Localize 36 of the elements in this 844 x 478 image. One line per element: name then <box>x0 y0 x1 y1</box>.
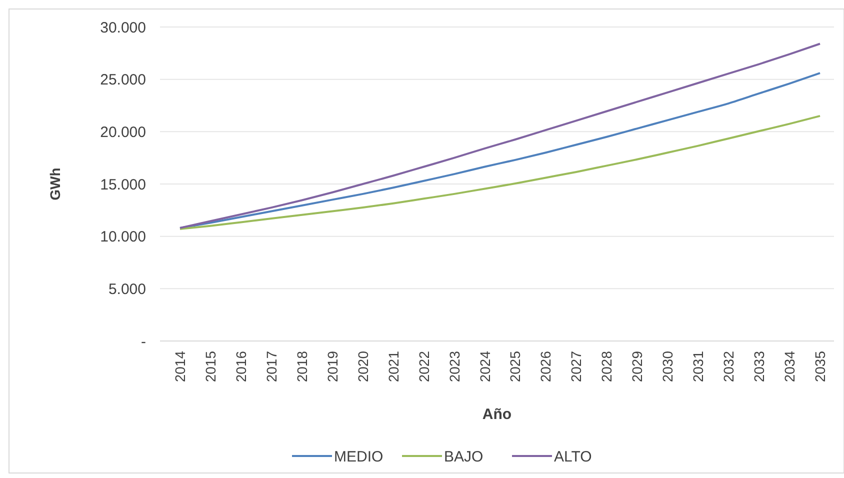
x-axis-title: Año <box>482 406 512 423</box>
x-tick-label: 2032 <box>720 350 737 382</box>
x-tick-label: 2023 <box>446 350 462 382</box>
x-tick-label: 2028 <box>598 350 615 382</box>
x-tick-label: 2030 <box>660 350 676 382</box>
x-tick-label: 2019 <box>324 350 340 382</box>
x-tick-label: 2027 <box>568 350 584 382</box>
x-tick-label: 2022 <box>416 350 432 382</box>
y-axis-title: GWh <box>47 168 63 200</box>
x-tick-label: 2021 <box>385 350 402 382</box>
y-tick-label: 10.000 <box>100 228 146 246</box>
x-tick-label: 2034 <box>782 350 798 382</box>
x-tick-label: 2017 <box>263 350 280 382</box>
x-tick-label: 2024 <box>476 350 493 382</box>
y-tick-label: 30.000 <box>100 19 146 36</box>
line-series <box>179 42 821 229</box>
x-tick-label: 2035 <box>812 350 828 382</box>
y-tick-label: 15.000 <box>100 176 146 194</box>
x-tick-label: 2026 <box>538 350 554 382</box>
x-tick-label: 2014 <box>172 350 188 382</box>
x-tick-label: 2033 <box>751 350 768 382</box>
line-series <box>179 114 821 230</box>
legend-label: ALTO <box>554 448 592 466</box>
legend-label: MEDIO <box>334 448 384 466</box>
y-tick-label: 5.000 <box>108 280 146 298</box>
x-tick-label: 2018 <box>294 350 310 382</box>
y-tick-label: - <box>141 333 146 350</box>
x-tick-label: 2025 <box>507 350 524 382</box>
x-tick-label: 2029 <box>629 350 646 382</box>
x-tick-label: 2031 <box>690 350 706 382</box>
x-tick-label: 2020 <box>354 350 371 382</box>
x-tick-label: 2015 <box>202 350 218 382</box>
y-tick-label: 25.000 <box>100 72 146 89</box>
y-tick-label: 20.000 <box>100 124 146 141</box>
legend-label: BAJO <box>444 448 484 466</box>
x-tick-label: 2016 <box>232 350 249 382</box>
